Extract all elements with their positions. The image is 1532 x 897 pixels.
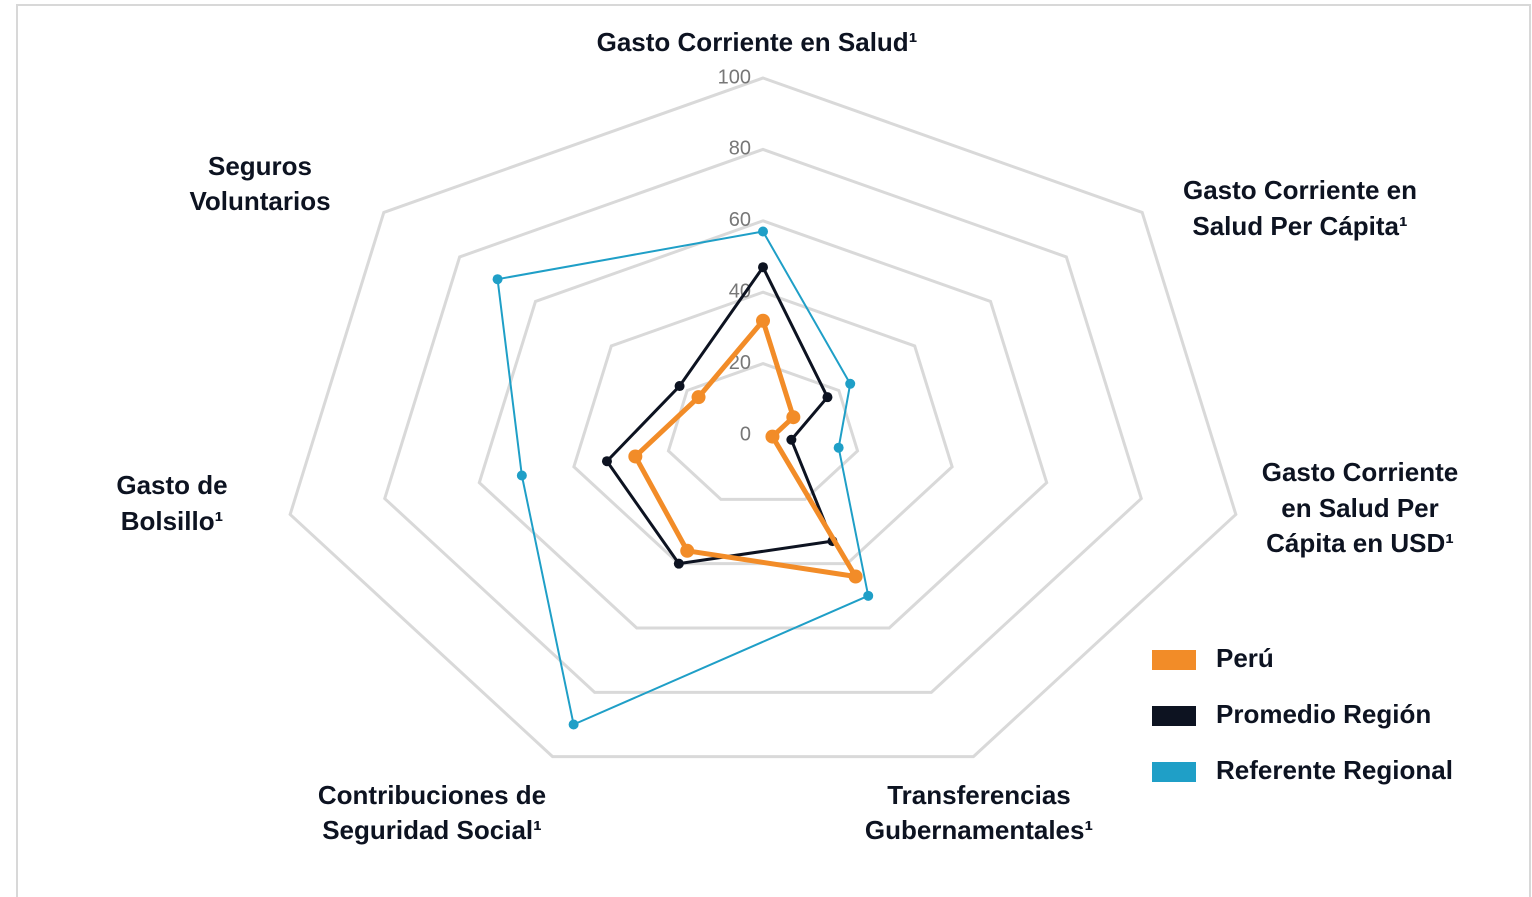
legend-swatch bbox=[1152, 650, 1196, 670]
axis-label: Gasto de bbox=[116, 470, 227, 500]
series-line bbox=[605, 265, 834, 566]
legend-label: Promedio Región bbox=[1216, 699, 1431, 729]
legend-label: Perú bbox=[1216, 643, 1274, 673]
y-tick-label: 100 bbox=[718, 66, 751, 88]
data-point bbox=[758, 262, 768, 273]
data-point bbox=[848, 569, 863, 584]
legend-swatch bbox=[1152, 706, 1196, 726]
data-point bbox=[516, 470, 527, 481]
data-point bbox=[786, 410, 801, 425]
axis-label: Voluntarios bbox=[189, 186, 330, 216]
grid-ring bbox=[383, 147, 1143, 694]
legend-swatch bbox=[1152, 762, 1196, 782]
legend-label: Referente Regional bbox=[1216, 755, 1453, 785]
data-point bbox=[601, 456, 612, 467]
grid-ring bbox=[666, 362, 860, 501]
data-point bbox=[673, 558, 684, 569]
series-line bbox=[496, 230, 870, 726]
axis-label: Gasto Corriente bbox=[1262, 457, 1459, 487]
data-point bbox=[758, 226, 768, 237]
y-tick-label: 0 bbox=[740, 423, 751, 445]
data-point bbox=[628, 449, 643, 464]
axis-label: Gasto Corriente en bbox=[1183, 175, 1417, 205]
axis-label: Seguros bbox=[208, 151, 312, 181]
data-point bbox=[786, 434, 797, 445]
data-point bbox=[833, 442, 844, 453]
axis-label: Gasto Corriente en Salud¹ bbox=[597, 27, 918, 57]
axis-label: Gubernamentales¹ bbox=[865, 815, 1093, 845]
axis-label: Bolsillo¹ bbox=[121, 506, 224, 536]
data-point bbox=[765, 429, 780, 444]
axis-label: Cápita en USD¹ bbox=[1266, 528, 1454, 558]
data-point bbox=[674, 381, 685, 392]
data-point bbox=[863, 590, 874, 601]
data-point bbox=[756, 313, 770, 328]
y-tick-label: 40 bbox=[729, 280, 751, 302]
data-point bbox=[845, 378, 856, 389]
axis-label: Transferencias bbox=[887, 780, 1071, 810]
data-point bbox=[492, 274, 503, 285]
data-point bbox=[822, 392, 833, 403]
y-tick-label: 60 bbox=[729, 209, 751, 231]
grid-ring bbox=[477, 219, 1049, 630]
frame bbox=[16, 4, 1531, 897]
axis-label: Salud Per Cápita¹ bbox=[1192, 211, 1407, 241]
data-point bbox=[568, 719, 579, 730]
data-point bbox=[680, 543, 695, 558]
axis-label: en Salud Per bbox=[1281, 493, 1439, 523]
axis-label: Seguridad Social¹ bbox=[322, 815, 542, 845]
y-tick-label: 80 bbox=[729, 138, 751, 160]
axis-label: Contribuciones de bbox=[318, 780, 546, 810]
grid-ring bbox=[288, 76, 1238, 759]
data-point bbox=[691, 390, 706, 405]
grid-ring bbox=[572, 290, 954, 566]
